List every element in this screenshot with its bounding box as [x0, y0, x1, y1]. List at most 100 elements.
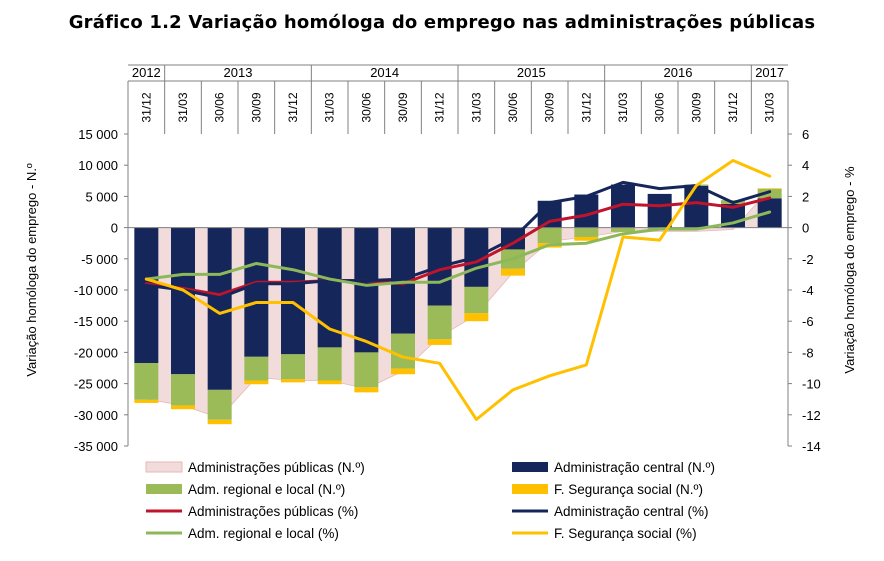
- right-tick-label: -10: [802, 377, 821, 392]
- bar-adm-regional-local-12: [574, 227, 599, 237]
- category-label: 30/09: [689, 92, 703, 122]
- legend-label: F. Segurança social (%): [554, 526, 697, 541]
- category-header: 2012 2013 2014 2015 2016 2017 31/12 31/03 30/06 3…: [127, 64, 789, 134]
- left-tick-label: -30 000: [74, 408, 118, 423]
- category-label: 30/06: [213, 92, 227, 122]
- legend-label: Administrações públicas (%): [188, 504, 358, 519]
- bar-administracao-central-15: [684, 185, 709, 228]
- legend-swatch-bar: [512, 462, 548, 472]
- legend-label: Adm. regional e local (%): [188, 526, 339, 541]
- year-label: 2017: [755, 65, 784, 80]
- legend-label: Administração central (N.º): [554, 460, 715, 475]
- y-axis-title: Variação homóloga do emprego - N.º: [24, 163, 39, 377]
- category-label: 30/06: [653, 92, 667, 122]
- right-tick-label: -2: [802, 252, 814, 267]
- bar-seguranca-social-0: [134, 399, 159, 403]
- bar-adm-regional-local-0: [134, 363, 159, 400]
- bar-seguranca-social-12: [574, 236, 599, 241]
- category-label: 31/12: [433, 92, 447, 122]
- category-label: 30/06: [359, 92, 373, 122]
- bar-seguranca-social-5: [317, 380, 342, 385]
- right-tick-label: 0: [802, 221, 809, 236]
- category-label: 31/12: [579, 92, 593, 122]
- year-label: 2013: [224, 65, 253, 80]
- right-tick-label: -12: [802, 408, 821, 423]
- bar-seguranca-social-10: [501, 268, 525, 276]
- bar-adm-regional-local-6: [354, 352, 379, 388]
- category-label: 31/03: [763, 92, 777, 122]
- left-tick-label: -35 000: [74, 439, 118, 454]
- y2-axis-title: Variação homóloga do emprego - %: [842, 166, 857, 374]
- tick-labels: 15 000 10 000 5 000 0 -5 000 -10 000 -15 000 -2…: [24, 127, 857, 454]
- bar-adm-regional-local-17: [757, 188, 782, 199]
- bar-administracao-central-6: [354, 227, 379, 353]
- line-layer: [144, 159, 772, 421]
- bar-seguranca-social-3: [244, 380, 269, 385]
- left-tick-label: 10 000: [78, 158, 118, 173]
- category-label: 30/09: [543, 92, 557, 122]
- bar-seguranca-social-6: [354, 387, 379, 393]
- chart-title: Gráfico 1.2 Variação homóloga do emprego…: [68, 12, 816, 33]
- right-tick-label: -6: [802, 314, 814, 329]
- left-tick-label: -25 000: [74, 377, 118, 392]
- bar-administracao-central-14: [647, 193, 672, 228]
- bar-adm-regional-local-1: [171, 374, 195, 406]
- category-label: 31/03: [469, 92, 483, 122]
- category-label: 30/06: [506, 92, 520, 122]
- year-label: 2012: [132, 65, 161, 80]
- area-layer: [145, 187, 771, 419]
- left-tick-label: -10 000: [74, 283, 118, 298]
- legend-label: Administrações públicas (N.º): [188, 460, 365, 475]
- axis-layer: [124, 133, 792, 447]
- category-label: 30/09: [396, 92, 410, 122]
- bar-administracao-central-0: [134, 227, 159, 364]
- category-label: 31/12: [286, 92, 300, 122]
- bar-adm-regional-local-4: [281, 354, 305, 380]
- left-tick-label: -5 000: [81, 252, 118, 267]
- right-tick-label: -4: [802, 283, 814, 298]
- right-tick-label: 4: [802, 158, 809, 173]
- legend-swatch-bar: [146, 484, 182, 494]
- bar-adm-regional-local-7: [391, 333, 415, 369]
- category-label: 31/03: [323, 92, 337, 122]
- bar-seguranca-social-9: [464, 313, 489, 322]
- category-label: 31/03: [176, 92, 190, 122]
- category-label: 31/03: [616, 92, 630, 122]
- legend-swatch-area: [145, 461, 183, 473]
- year-label: 2015: [517, 65, 546, 80]
- bar-adm-regional-local-8: [427, 305, 452, 340]
- bar-adm-regional-local-5: [317, 347, 342, 381]
- bar-seguranca-social-7: [391, 368, 415, 375]
- year-label: 2014: [370, 65, 399, 80]
- line-administracao-central: [144, 180, 772, 300]
- bar-seguranca-social-4: [281, 379, 305, 383]
- area-administracoes-publicas: [145, 187, 771, 419]
- bar-seguranca-social-17: [757, 188, 782, 189]
- bar-seguranca-social-2: [207, 419, 232, 425]
- bar-seguranca-social-8: [427, 339, 452, 345]
- bar-administracao-central-4: [281, 227, 305, 355]
- category-label: 30/09: [249, 92, 263, 122]
- left-tick-label: -15 000: [74, 314, 118, 329]
- left-tick-label: 0: [111, 221, 118, 236]
- left-tick-label: -20 000: [74, 345, 118, 360]
- category-label: 31/12: [139, 92, 153, 122]
- legend-label: F. Segurança social (N.º): [554, 482, 703, 497]
- line-seguranca-social: [144, 159, 772, 421]
- left-tick-label: 5 000: [85, 189, 118, 204]
- right-tick-label: 6: [802, 127, 809, 142]
- bar-adm-regional-local-2: [207, 389, 232, 420]
- bar-adm-regional-local-13: [611, 227, 635, 232]
- category-label: 31/12: [726, 92, 740, 122]
- bar-administracao-central-1: [171, 227, 195, 375]
- bar-administracao-central-3: [244, 227, 269, 357]
- right-tick-label: -14: [802, 439, 821, 454]
- bar-administracao-central-11: [537, 200, 562, 228]
- legend-label: Adm. regional e local (N.º): [188, 482, 345, 497]
- bar-administracao-central-12: [574, 194, 599, 228]
- legend-label: Administração central (%): [554, 504, 709, 519]
- legend: Administrações públicas (N.º) Administraç…: [145, 460, 715, 541]
- year-label: 2016: [664, 65, 693, 80]
- legend-swatch-bar: [512, 484, 548, 494]
